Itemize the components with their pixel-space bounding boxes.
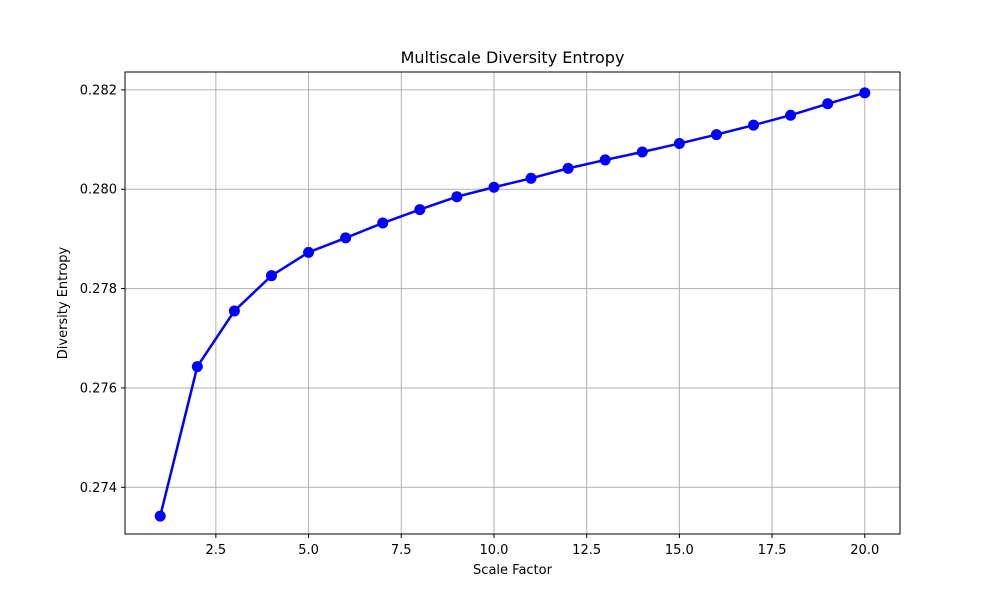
data-point-marker (748, 119, 760, 131)
chart-title: Multiscale Diversity Entropy (401, 48, 625, 67)
data-point-marker (859, 87, 871, 99)
grid-layer (125, 72, 900, 534)
data-point-marker (785, 109, 797, 121)
x-tick-label: 5.0 (298, 543, 319, 558)
data-point-marker (265, 270, 277, 282)
data-point-marker (191, 361, 203, 373)
data-point-marker (488, 181, 500, 193)
y-axis-label: Diversity Entropy (56, 246, 71, 359)
data-point-marker (451, 191, 463, 203)
x-tick-label: 17.5 (758, 543, 787, 558)
data-point-marker (636, 146, 648, 158)
x-tick-label: 7.5 (391, 543, 412, 558)
x-tick-label: 12.5 (572, 543, 601, 558)
x-axis-ticks: 2.5 5.0 7.5 10.0 12.5 15.0 17.5 20.0 (206, 534, 879, 558)
data-point-marker (228, 305, 240, 317)
data-point-marker (525, 172, 537, 184)
x-tick-label: 20.0 (850, 543, 879, 558)
data-point-marker (822, 98, 834, 110)
data-point-marker (673, 138, 685, 150)
data-point-marker (599, 154, 611, 166)
data-point-marker (340, 232, 352, 244)
series-line (159, 91, 866, 517)
x-tick-label: 2.5 (206, 543, 227, 558)
y-axis-ticks: 0.274 0.276 0.278 0.280 0.282 (80, 83, 125, 496)
data-point-marker (154, 510, 166, 522)
data-point-marker (414, 204, 426, 216)
x-axis-label: Scale Factor (473, 563, 553, 578)
data-point-marker (710, 129, 722, 141)
y-tick-label: 0.274 (80, 481, 117, 496)
series-layer (154, 87, 871, 522)
data-point-marker (377, 217, 389, 229)
y-tick-label: 0.276 (80, 381, 117, 396)
y-tick-label: 0.282 (80, 83, 117, 98)
x-tick-label: 10.0 (479, 543, 508, 558)
data-point-marker (303, 246, 315, 258)
data-point-marker (562, 162, 574, 174)
plot-frame (124, 71, 901, 535)
x-tick-label: 15.0 (665, 543, 694, 558)
y-tick-label: 0.278 (80, 282, 117, 297)
y-tick-label: 0.280 (80, 183, 117, 198)
